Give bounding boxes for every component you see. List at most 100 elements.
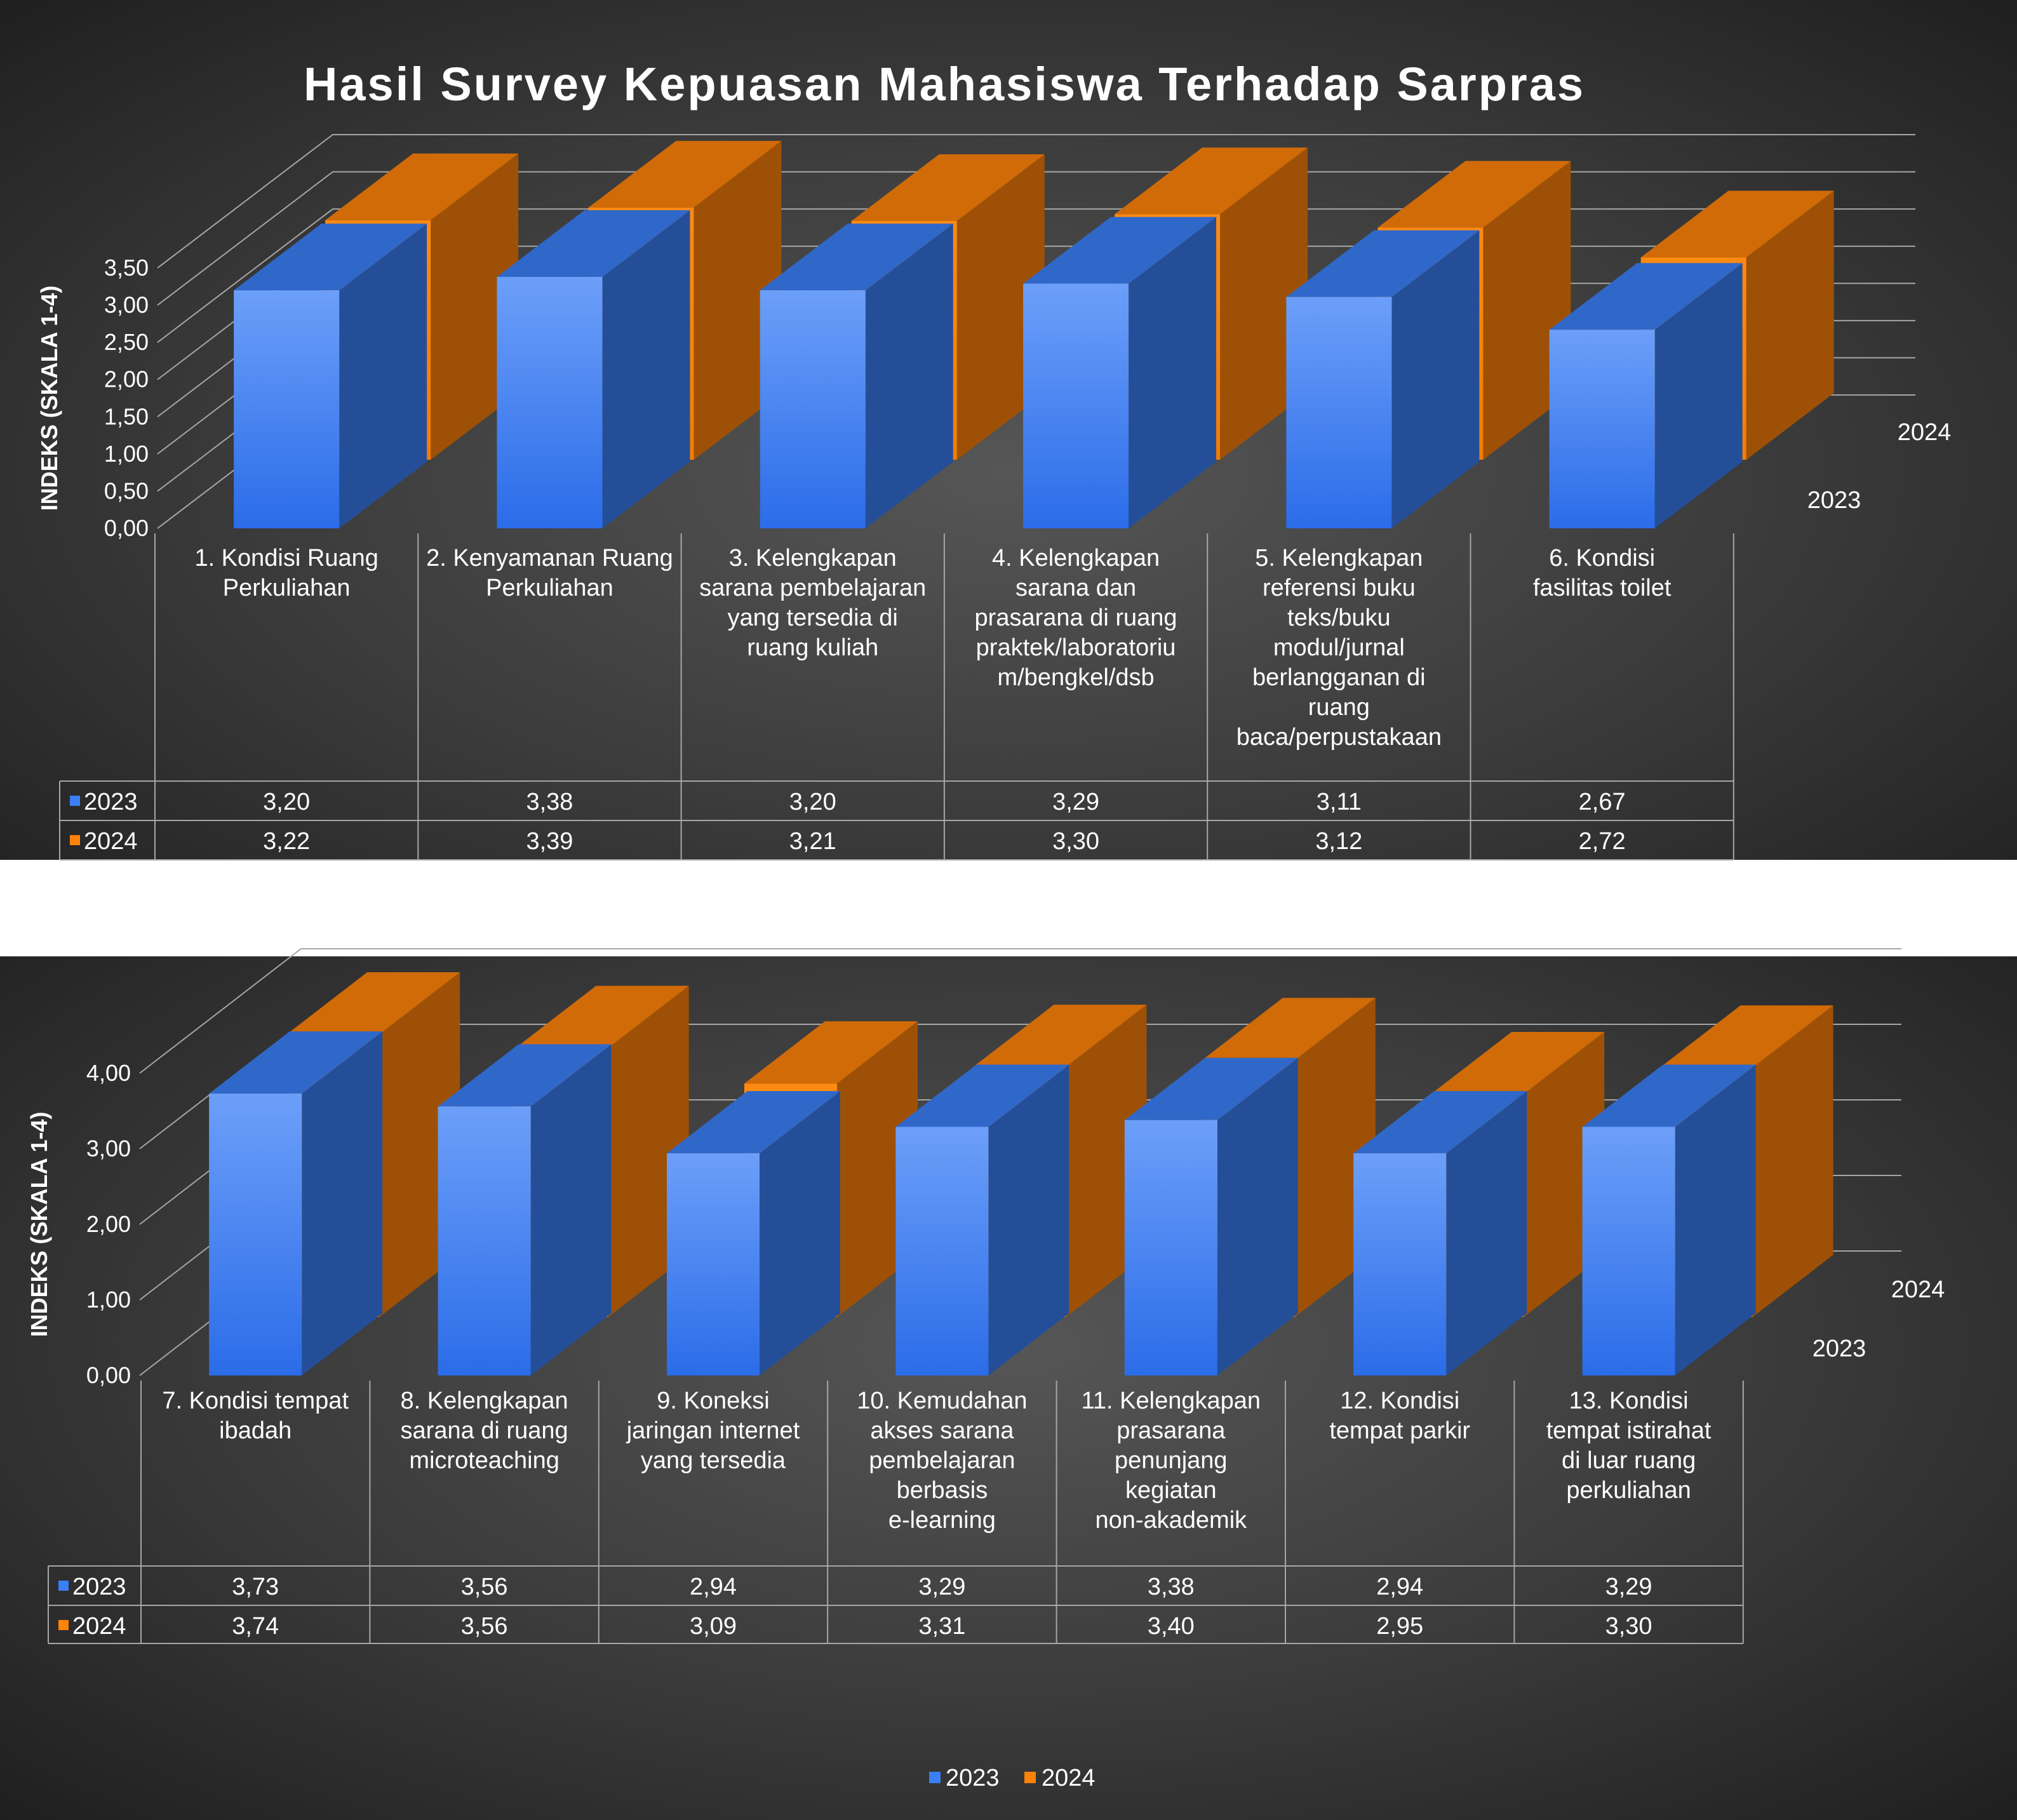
bar-2023-side xyxy=(339,224,427,528)
category-label: 2. Kenyamanan Ruang xyxy=(426,545,673,572)
bar-2023-side xyxy=(1446,1091,1527,1375)
bar-2024-side xyxy=(431,153,519,460)
category-label: 1. Kondisi Ruang xyxy=(194,545,378,572)
table-value-2023: 3,11 xyxy=(1317,789,1362,815)
table-value-2023: 3,20 xyxy=(263,789,310,815)
category-label: ibadah xyxy=(219,1417,291,1444)
y-tick-label: 1,50 xyxy=(104,403,149,429)
bar-2023-top xyxy=(1124,1057,1298,1120)
depth-label-2023: 2023 xyxy=(1807,487,1861,514)
depth-label-2024: 2024 xyxy=(1898,419,1952,446)
bar-2023 xyxy=(760,224,953,528)
y-tick-label: 1,00 xyxy=(86,1287,131,1313)
category-label: 11. Kelengkapan xyxy=(1082,1388,1261,1414)
category-label: kegiatan xyxy=(1125,1477,1217,1504)
table-key-2024 xyxy=(58,1620,69,1630)
bar-2023-top xyxy=(1549,263,1743,330)
category-label: sarana di ruang xyxy=(401,1417,568,1444)
gridline xyxy=(157,171,1915,306)
table-value-2024: 3,30 xyxy=(1052,828,1099,855)
y-tick-label: 2,00 xyxy=(86,1211,131,1237)
category-label: praktek/laboratoriu xyxy=(976,634,1176,661)
bar-2023-top xyxy=(1582,1064,1756,1127)
bar-2024-top xyxy=(851,154,1045,221)
category-label: 8. Kelengkapan xyxy=(401,1388,568,1414)
category-label: di luar ruang xyxy=(1562,1447,1696,1474)
category-label: Perkuliahan xyxy=(223,575,351,601)
bar-2023-top xyxy=(1023,217,1217,284)
gridline xyxy=(157,208,1915,343)
bar-2023-side xyxy=(988,1064,1069,1375)
bar-2023-side xyxy=(1654,263,1743,528)
bar-2023 xyxy=(1582,1064,1756,1375)
category-label: tempat parkir xyxy=(1329,1417,1470,1444)
bar-2023-side xyxy=(865,224,953,528)
category-label: e-learning xyxy=(888,1507,996,1534)
table-value-2024: 2,95 xyxy=(1376,1613,1423,1640)
bar-2023-front xyxy=(1023,283,1129,528)
category-label: berlangganan di xyxy=(1252,664,1426,691)
bar-2023-front xyxy=(1286,297,1392,528)
bar-2023 xyxy=(438,1044,612,1375)
bar-2023 xyxy=(895,1064,1069,1375)
category-label: 13. Kondisi xyxy=(1569,1388,1689,1414)
bar-2023-top xyxy=(895,1064,1069,1127)
category-label: jaringan internet xyxy=(626,1417,800,1444)
y-axis-title: INDEKS (SKALA 1-4) xyxy=(26,1112,52,1337)
category-label: ruang xyxy=(1308,694,1370,721)
y-tick-label: 1,00 xyxy=(104,441,149,467)
bar-2023-side xyxy=(1217,1057,1298,1375)
table-series-name: 2023 xyxy=(72,1574,126,1600)
category-label: prasarana xyxy=(1116,1417,1226,1444)
category-label: berbasis xyxy=(897,1477,988,1504)
bar-2023-front xyxy=(234,290,340,528)
y-tick-label: 2,50 xyxy=(104,329,149,355)
table-value-2023: 2,94 xyxy=(1376,1574,1423,1600)
table-value-2023: 3,20 xyxy=(789,789,836,815)
category-label: 5. Kelengkapan xyxy=(1255,545,1423,572)
y-tick-label: 4,00 xyxy=(86,1060,131,1086)
y-tick-label: 0,00 xyxy=(104,515,149,541)
bar-2023-front xyxy=(209,1094,302,1375)
table-series-name: 2024 xyxy=(72,1613,126,1640)
bar-2023-front xyxy=(438,1106,531,1375)
bar-2023 xyxy=(1023,217,1217,528)
category-label: yang tersedia di xyxy=(728,605,898,631)
category-label: 9. Koneksi xyxy=(657,1388,769,1414)
bar-2024-top xyxy=(1640,191,1834,258)
category-label: fasilitas toilet xyxy=(1533,575,1672,601)
bar-2024-top xyxy=(286,972,460,1034)
table-value-2024: 3,30 xyxy=(1605,1613,1652,1640)
table-key-2023 xyxy=(58,1581,69,1591)
bar-2023-top xyxy=(438,1044,612,1107)
category-label: yang tersedia xyxy=(641,1447,786,1474)
depth-label-2023: 2023 xyxy=(1813,1335,1866,1362)
bar-2024-top xyxy=(744,1021,918,1084)
bar-2023 xyxy=(209,1031,383,1375)
bar-2023 xyxy=(1286,230,1480,528)
category-label: ruang kuliah xyxy=(747,634,878,661)
bar-2023-top xyxy=(667,1091,840,1154)
bar-2023-side xyxy=(1391,230,1480,528)
chart-title: Hasil Survey Kepuasan Mahasiswa Terhadap… xyxy=(304,58,1585,110)
bar-2023-side xyxy=(760,1091,840,1375)
category-label: 12. Kondisi xyxy=(1340,1388,1459,1414)
bar-2024-top xyxy=(1202,998,1376,1061)
chart-legend: 2023 2024 xyxy=(929,1765,1096,1791)
y-tick-label: 3,00 xyxy=(104,292,149,318)
gridline xyxy=(157,134,1915,269)
category-label: penunjang xyxy=(1115,1447,1228,1474)
y-tick-label: 3,50 xyxy=(104,255,149,281)
bar-2024-side xyxy=(694,140,782,460)
bar-2023-front xyxy=(895,1127,989,1375)
table-key-2023 xyxy=(70,796,80,806)
bar-2023-front xyxy=(667,1153,760,1375)
category-label: modul/jurnal xyxy=(1273,634,1405,661)
bar-2023 xyxy=(497,210,690,528)
category-label: m/bengkel/dsb xyxy=(997,664,1154,691)
category-label: 3. Kelengkapan xyxy=(729,545,897,572)
bar-2023-side xyxy=(1129,217,1217,528)
legend-swatch-2024 xyxy=(1024,1772,1036,1783)
bar-2023-front xyxy=(1353,1153,1447,1375)
